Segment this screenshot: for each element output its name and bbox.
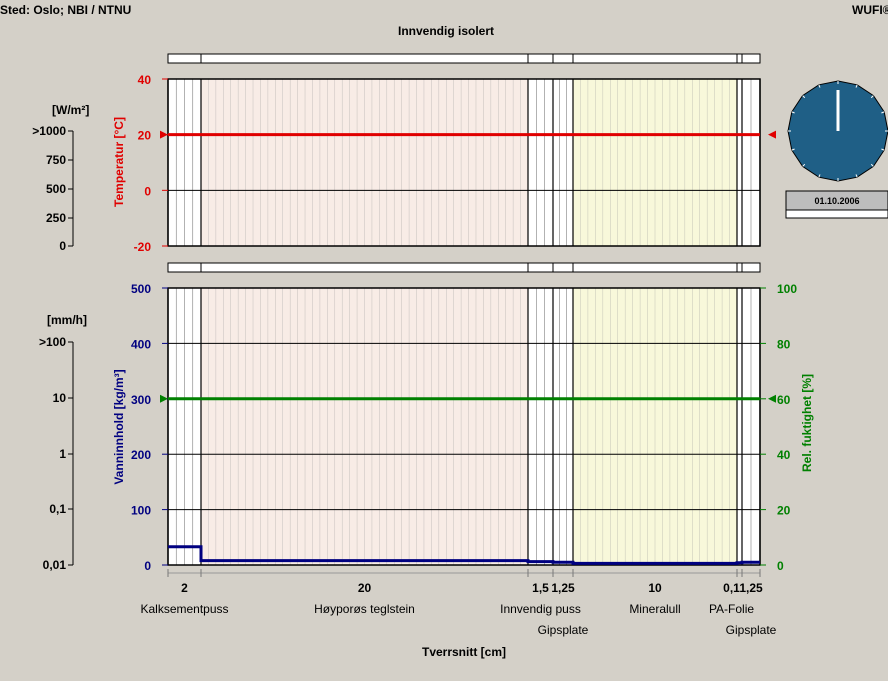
cross-section-axis-label: Tverrsnitt [cm] [422, 645, 506, 659]
water-content-tick-label: 500 [131, 282, 151, 296]
clock-tick [881, 111, 885, 114]
location-label: Sted: Oslo; NBI / NTNU [0, 3, 131, 17]
radiation-unit: [W/m²] [52, 103, 89, 117]
interior-temperature-marker [768, 130, 776, 139]
layer-strip-cell [552, 262, 574, 273]
layer-thickness-label: 2 [181, 581, 188, 595]
water-content-tick-label: 100 [131, 504, 151, 518]
layer-strip-cell [736, 262, 743, 273]
rh-axis-label: Rel. fuktighet [%] [800, 374, 814, 472]
clock-date: 01.10.2006 [814, 196, 859, 206]
exterior-temperature-marker [160, 130, 168, 139]
rh-tick-label: 40 [777, 448, 791, 462]
layer-strip-top [167, 53, 761, 64]
radiation-tick-label: 0 [59, 239, 66, 253]
layer-region [553, 79, 573, 246]
layer-strip-cell [741, 53, 761, 64]
layer-thickness-label: 10 [648, 581, 662, 595]
rain-tick-label: 0,1 [49, 502, 66, 516]
layer-strip-cell [167, 262, 202, 273]
layer-strip-cell [200, 53, 529, 64]
radiation-tick-label: 250 [46, 211, 66, 225]
layer-strip-cell [741, 262, 761, 273]
layer-name-label: Gipsplate [538, 623, 589, 637]
layer-thickness-label: 1,25 [739, 581, 763, 595]
clock-tick [802, 95, 806, 99]
layer-region [528, 79, 553, 246]
radiation-tick-label: 750 [46, 153, 66, 167]
radiation-tick-label: >1000 [32, 124, 66, 138]
radiation-scale: [W/m²] >1000 750 500 250 0 [32, 103, 89, 253]
case-title: Innvendig isolert [398, 24, 494, 38]
rain-tick-label: 10 [53, 391, 67, 405]
layer-strip-bottom [167, 262, 761, 273]
rain-unit: [mm/h] [47, 313, 87, 327]
rh-tick-label: 20 [777, 504, 791, 518]
layer-thickness-label: 20 [358, 581, 372, 595]
layer-strip-cell [200, 262, 529, 273]
layer-region [737, 79, 742, 246]
rh-tick-label: 60 [777, 393, 791, 407]
app-name-label: WUFI® [852, 3, 888, 17]
clock-tick [802, 163, 806, 167]
layer-region [553, 288, 573, 565]
rain-tick-label: 0,01 [43, 558, 67, 572]
radiation-tick-label: 500 [46, 182, 66, 196]
layer-name-label: Kalksementpuss [140, 602, 228, 616]
clock-tick [855, 84, 858, 88]
clock-widget: 01.10.2006 [785, 80, 888, 219]
exterior-rh-marker [160, 394, 168, 403]
water-content-tick-label: 400 [131, 337, 151, 351]
layer-strip-cell [167, 53, 202, 64]
layer-strip-cell [572, 53, 738, 64]
layer-region [528, 288, 553, 565]
temperature-tick-label: 0 [144, 184, 151, 198]
layer-name-label: Innvendig puss [500, 602, 581, 616]
layer-thickness-label: 1,25 [551, 581, 575, 595]
temperature-tick-label: 40 [138, 73, 152, 87]
clock-tick [818, 174, 821, 178]
water-content-tick-label: 200 [131, 448, 151, 462]
clock-tick [870, 95, 874, 99]
layer-strip-cell [527, 262, 554, 273]
rh-tick-label: 100 [777, 282, 797, 296]
layer-name-label: PA-Folie [709, 602, 754, 616]
layer-thickness-label: 1,5 [532, 581, 549, 595]
layer-strip-cell [736, 53, 743, 64]
interior-rh-marker [768, 394, 776, 403]
temperature-tick-label: -20 [134, 240, 152, 254]
rain-tick-label: 1 [59, 447, 66, 461]
rain-tick-label: >100 [39, 335, 66, 349]
clock-tick [818, 84, 821, 88]
temperature-axis-label: Temperatur [°C] [112, 117, 126, 207]
layer-strip-cell [527, 53, 554, 64]
layer-name-label: Gipsplate [726, 623, 777, 637]
clock-tick [791, 111, 795, 114]
water-content-tick-label: 0 [144, 559, 151, 573]
clock-tick [881, 148, 885, 151]
layer-name-label: Mineralull [629, 602, 680, 616]
layer-strip-cell [552, 53, 574, 64]
clock-tick [855, 174, 858, 178]
rain-scale: [mm/h] >100 10 1 0,1 0,01 [39, 313, 87, 572]
clock-tick [791, 148, 795, 151]
temperature-plot: 40 20 0 -20 [134, 73, 776, 254]
clock-tick [870, 163, 874, 167]
layer-region [737, 288, 742, 565]
water-content-tick-label: 300 [131, 393, 151, 407]
layer-name-label: Høyporøs teglstein [314, 602, 415, 616]
cross-section-axis: 2 Kalksementpuss 20 Høyporøs teglstein 1,5 In… [140, 569, 777, 637]
rh-tick-label: 0 [777, 559, 784, 573]
rh-tick-label: 80 [777, 337, 791, 351]
water-content-axis-label: Vanninnhold [kg/m³] [112, 369, 126, 484]
water-content-line [168, 545, 760, 565]
temperature-tick-label: 20 [138, 129, 152, 143]
layer-thickness-label: 0,1 [723, 581, 740, 595]
progress-bar [785, 209, 888, 219]
layer-strip-cell [572, 262, 738, 273]
